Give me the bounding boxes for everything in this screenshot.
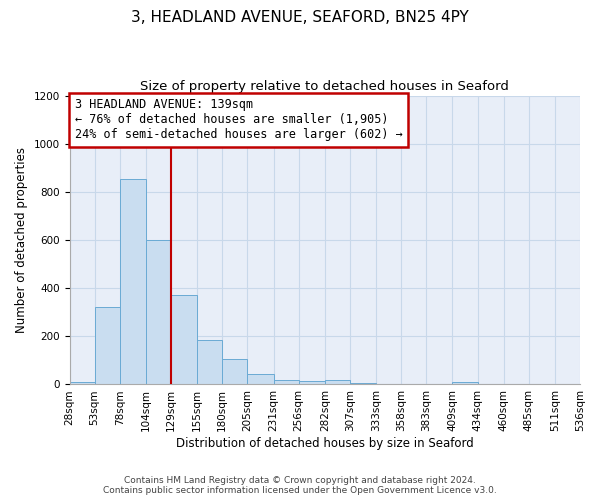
Y-axis label: Number of detached properties: Number of detached properties [15, 147, 28, 333]
X-axis label: Distribution of detached houses by size in Seaford: Distribution of detached houses by size … [176, 437, 473, 450]
Bar [120, 178, 146, 384]
Text: Contains HM Land Registry data © Crown copyright and database right 2024.
Contai: Contains HM Land Registry data © Crown c… [103, 476, 497, 495]
Bar [95, 308, 120, 384]
Bar [274, 380, 299, 384]
Bar [197, 340, 222, 384]
Bar [247, 374, 274, 384]
Bar [70, 382, 95, 384]
Text: 3, HEADLAND AVENUE, SEAFORD, BN25 4PY: 3, HEADLAND AVENUE, SEAFORD, BN25 4PY [131, 10, 469, 25]
Bar [146, 240, 171, 384]
Bar [222, 359, 247, 384]
Bar [452, 382, 478, 384]
Bar [325, 380, 350, 384]
Bar [171, 296, 197, 384]
Text: 3 HEADLAND AVENUE: 139sqm
← 76% of detached houses are smaller (1,905)
24% of se: 3 HEADLAND AVENUE: 139sqm ← 76% of detac… [74, 98, 403, 142]
Bar [299, 381, 325, 384]
Title: Size of property relative to detached houses in Seaford: Size of property relative to detached ho… [140, 80, 509, 93]
